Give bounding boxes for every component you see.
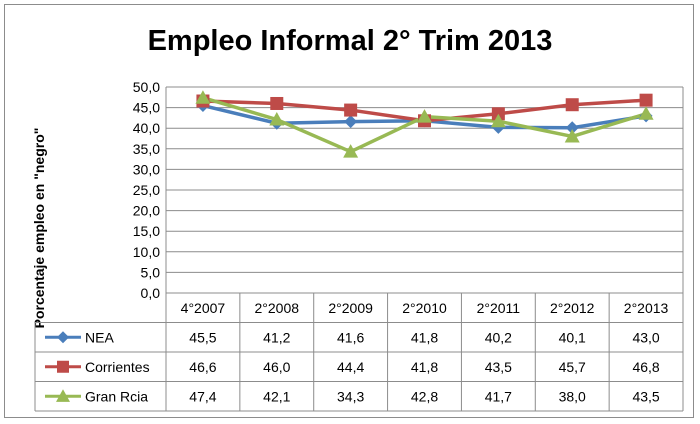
data-point [343, 144, 359, 158]
y-tick-label: 50,0 [133, 79, 160, 95]
table-cell-value: 46,6 [189, 359, 216, 375]
legend-label: NEA [85, 329, 114, 345]
table-cell-value: 40,1 [559, 329, 586, 345]
data-point [417, 109, 432, 123]
data-point [565, 98, 579, 112]
y-tick-label: 10,0 [133, 244, 160, 260]
data-point [270, 96, 284, 110]
table-cell-value: 46,0 [263, 359, 290, 375]
y-tick-label: 20,0 [133, 203, 160, 219]
data-point [564, 128, 580, 143]
y-tick-label: 0,0 [141, 285, 161, 301]
data-point [565, 121, 579, 135]
table-cell-value: 34,3 [337, 388, 364, 404]
data-point [344, 103, 358, 117]
table-cell-value: 41,2 [263, 329, 290, 345]
y-tick-label: 25,0 [133, 182, 160, 198]
table-cell-value: 43,5 [485, 359, 512, 375]
legend-label: Corrientes [85, 359, 150, 375]
y-tick-label: 40,0 [133, 120, 160, 136]
legend-marker [56, 389, 70, 402]
table-cell-value: 42,8 [411, 388, 438, 404]
table-cell-value: 40,2 [485, 329, 512, 345]
chart-frame: Empleo Informal 2° Trim 2013 Porcentaje … [4, 4, 694, 418]
x-category-label: 2°2012 [550, 300, 595, 316]
x-category-label: 2°2008 [255, 300, 300, 316]
table-cell-value: 44,4 [337, 359, 364, 375]
legend-label: Gran Rcia [85, 388, 148, 404]
y-tick-label: 30,0 [133, 161, 160, 177]
data-point [639, 93, 653, 107]
data-point [490, 113, 506, 128]
table-cell-value: 38,0 [559, 388, 586, 404]
y-tick-label: 5,0 [141, 264, 161, 280]
table-cell-value: 46,8 [632, 359, 659, 375]
x-category-label: 2°2013 [624, 300, 669, 316]
table-cell-value: 43,5 [632, 388, 659, 404]
table-cell-value: 41,7 [485, 388, 512, 404]
legend-marker [57, 331, 69, 344]
x-category-label: 2°2009 [328, 300, 373, 316]
table-cell-value: 43,0 [632, 329, 659, 345]
table-cell-value: 41,6 [337, 329, 364, 345]
y-tick-label: 45,0 [133, 100, 160, 116]
data-point [269, 112, 285, 126]
x-category-label: 2°2011 [477, 300, 521, 316]
table-cell-value: 42,1 [263, 388, 290, 404]
data-point [638, 106, 654, 120]
x-category-label: 2°2010 [402, 300, 447, 316]
data-point [195, 90, 211, 104]
data-point [344, 115, 358, 129]
table-cell-value: 41,8 [411, 329, 438, 345]
table-cell-value: 45,7 [559, 359, 586, 375]
table-cell-value: 47,4 [189, 388, 216, 404]
y-tick-label: 35,0 [133, 141, 160, 157]
table-cell-value: 41,8 [411, 359, 438, 375]
chart-svg: 0,0 5,0 10,0 15,0 20,0 25,0 30,0 35,0 40,0 45,0 50… [34, 79, 684, 412]
table-cell-value: 45,5 [189, 329, 216, 345]
legend-marker [57, 360, 69, 373]
x-category-label: 4°2007 [181, 300, 226, 316]
y-tick-label: 15,0 [133, 223, 160, 239]
chart-title: Empleo Informal 2° Trim 2013 [147, 25, 553, 57]
